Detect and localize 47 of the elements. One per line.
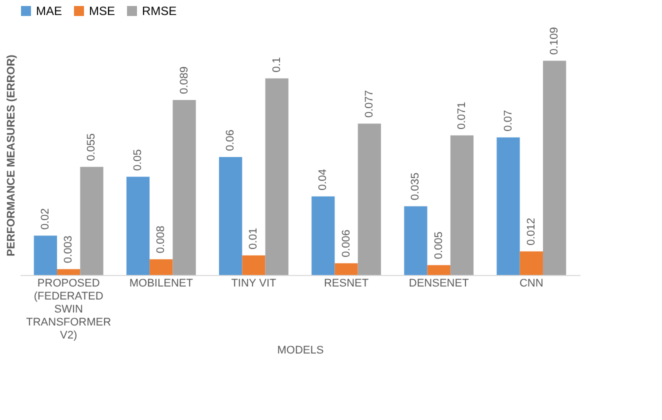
data-label: 0.055: [86, 133, 98, 161]
x-tick-label: MOBILENET: [129, 278, 194, 290]
x-tick-label: CNN: [519, 278, 544, 290]
x-tick-label: TINY VIT: [231, 278, 277, 290]
bar: [450, 135, 474, 275]
data-label: 0.077: [363, 90, 376, 118]
legend-label: MAE: [36, 4, 62, 18]
data-label: 0.003: [62, 236, 75, 264]
data-label: 0.109: [548, 27, 561, 55]
data-label: 0.07: [502, 110, 514, 132]
bar: [427, 265, 450, 275]
data-label: 0.06: [224, 130, 237, 152]
bar: [34, 236, 58, 275]
data-label: 0.006: [340, 230, 352, 258]
bar: [404, 206, 428, 275]
data-label: 0.089: [178, 66, 190, 94]
bar: [172, 100, 196, 275]
x-tick-label: DENSENET: [408, 278, 470, 290]
x-tick-label: PROPOSED (FEDERATED SWIN TRANSFORMER V2): [26, 278, 112, 342]
bar: [242, 255, 266, 275]
legend-label: RMSE: [142, 4, 177, 18]
y-axis-title: PERFORMANCE MEASURES (ERROR): [6, 54, 18, 256]
bar: [334, 263, 358, 275]
data-label: 0.035: [410, 172, 422, 200]
data-label: 0.01: [248, 228, 260, 250]
bar: [150, 259, 173, 275]
x-axis-title: MODELS: [277, 344, 324, 356]
bar: [265, 78, 288, 275]
data-label: 0.1: [270, 57, 283, 72]
bar: [358, 124, 381, 275]
data-label: 0.008: [155, 226, 168, 254]
data-label: 0.05: [132, 149, 144, 171]
bar: [520, 251, 543, 275]
bar: [496, 137, 520, 275]
legend-label: MSE: [89, 4, 116, 18]
bar: [542, 60, 566, 275]
bar: [80, 166, 104, 275]
bar: [126, 176, 150, 275]
data-label: 0.04: [317, 168, 330, 190]
data-label: 0.02: [39, 208, 52, 230]
x-tick-label: RESNET: [324, 278, 369, 290]
bar: [57, 269, 80, 275]
data-label: 0.071: [456, 102, 468, 130]
data-label: 0.012: [525, 218, 538, 246]
data-label: 0.005: [432, 232, 445, 260]
bar: [219, 157, 242, 275]
bar: [312, 196, 335, 275]
